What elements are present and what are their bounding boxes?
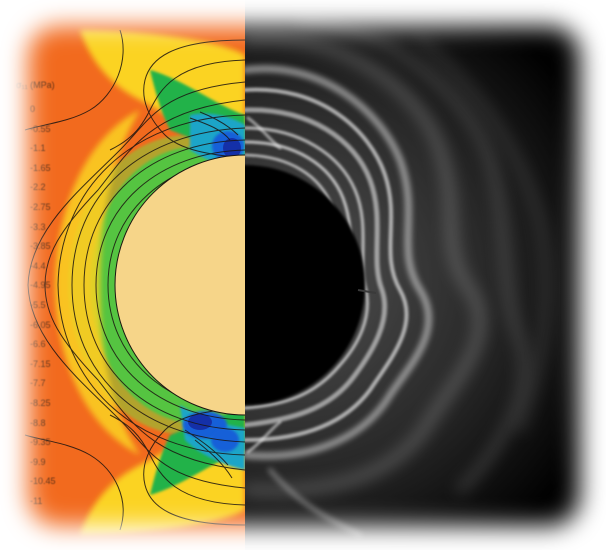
contour-band-yellow-side [55,110,140,455]
legend-value: -0.55 [30,123,51,134]
legend-value: -3.3 [30,221,46,232]
legend-value: -8.25 [30,397,51,408]
legend-value: -6.05 [30,319,51,330]
legend-value: -4.4 [30,260,46,271]
stress-legend: σ₁₁ (MPa) 0 -0.55 -1.1 -1.65 -2.2 -2.75 -3.3 -3… [16,80,68,520]
legend-value: -1.65 [30,162,51,173]
photoelastic-fringe-panel [245,0,606,550]
hole-marker [357,289,377,294]
legend-value: -8.8 [30,417,46,428]
legend-value: -2.75 [30,201,51,212]
legend-value: -7.7 [30,378,46,389]
legend-value: -7.15 [30,358,51,369]
legend-value: -5.5 [30,299,46,310]
legend-value: -3.85 [30,241,51,252]
legend-value: 0 [30,104,36,114]
legend-value: -2.2 [30,182,46,193]
legend-value: -11 [30,495,43,506]
numerical-stress-contour-panel: σ₁₁ (MPa) 0 -0.55 -1.1 -1.65 -2.2 -2.75 -3.3 -3… [0,0,245,550]
legend-value: -4.95 [30,280,51,291]
hole-photoelastic [245,165,365,405]
legend-value: -6.6 [30,339,46,350]
hole-numerical [114,154,245,416]
legend-values: 0 -0.55 -1.1 -1.65 -2.2 -2.75 -3.3 -3.85 -4.4 -4.… [30,100,56,511]
legend-value: -9.35 [30,437,51,448]
legend-value: -1.1 [30,143,46,154]
legend-title: σ₁₁ (MPa) [16,80,55,90]
legend-value: -10.45 [30,476,56,487]
legend-value: -9.9 [30,456,46,467]
